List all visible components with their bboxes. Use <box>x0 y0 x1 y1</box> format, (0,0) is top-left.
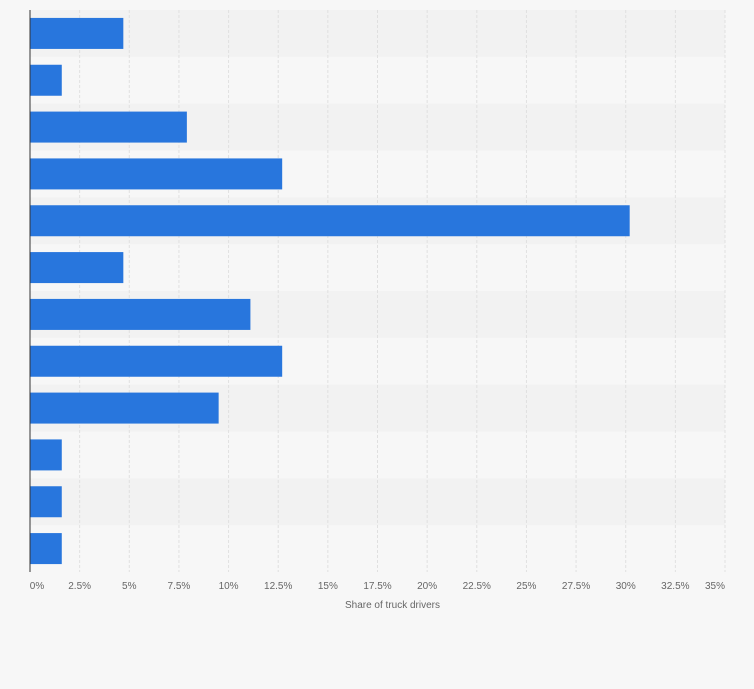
x-tick-label: 32.5% <box>661 581 689 592</box>
x-tick-label: 30% <box>616 581 636 592</box>
x-tick-label: 15% <box>318 581 338 592</box>
bar[interactable] <box>30 439 62 471</box>
bars <box>30 17 630 565</box>
bar[interactable] <box>30 533 62 565</box>
bar[interactable] <box>30 392 219 424</box>
bar[interactable] <box>30 158 283 190</box>
bar[interactable] <box>30 486 62 518</box>
bar[interactable] <box>30 298 251 330</box>
bar[interactable] <box>30 111 187 143</box>
x-tick-label: 27.5% <box>562 581 590 592</box>
x-tick-label: 35% <box>705 581 725 592</box>
x-tick-label: 12.5% <box>264 581 292 592</box>
bar[interactable] <box>30 252 124 284</box>
bar[interactable] <box>30 17 124 49</box>
x-tick-label: 20% <box>417 581 437 592</box>
gridlines <box>79 10 726 572</box>
x-tick-labels: 0% 2.5% 5% 7.5% 10% 12.5% 15% 17.5% 20% 22.5% 25% 2… <box>30 581 725 592</box>
x-axis-title: Share of truck drivers <box>345 600 440 611</box>
x-tick-label: 25% <box>516 581 536 592</box>
x-tick-label: 0% <box>30 581 45 592</box>
x-tick-label: 10% <box>219 581 239 592</box>
bar[interactable] <box>30 205 630 237</box>
x-tick-label: 7.5% <box>168 581 191 592</box>
bar[interactable] <box>30 64 62 96</box>
x-tick-label: 22.5% <box>463 581 491 592</box>
x-tick-label: 2.5% <box>68 581 91 592</box>
x-tick-label: 17.5% <box>363 581 391 592</box>
x-tick-label: 5% <box>122 581 137 592</box>
bar[interactable] <box>30 345 283 377</box>
